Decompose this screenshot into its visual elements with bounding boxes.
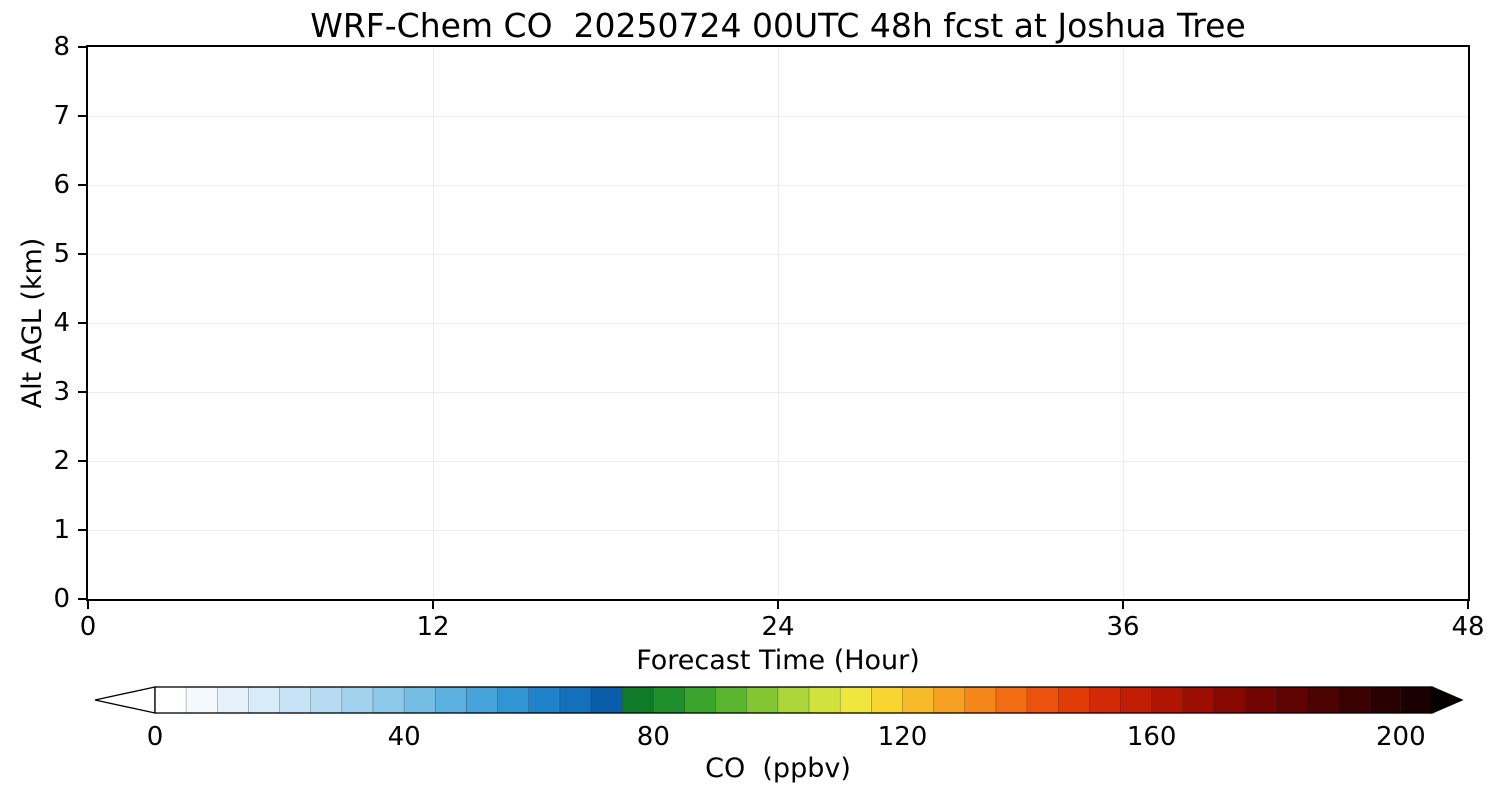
- colorbar-tick-label: 40: [387, 722, 421, 752]
- colorbar-segment: [185, 686, 218, 714]
- gridline-horizontal: [88, 115, 1468, 117]
- colorbar-segment: [310, 686, 343, 714]
- y-tick-mark: [78, 529, 86, 531]
- colorbar-tick-label: 160: [1126, 722, 1177, 752]
- colorbar-segment: [1089, 686, 1121, 714]
- y-tick-mark: [78, 391, 86, 393]
- colorbar: [94, 686, 1464, 714]
- y-tick-label: 6: [53, 170, 70, 200]
- colorbar-segment: [1120, 686, 1152, 714]
- colorbar-segment: [777, 686, 810, 714]
- y-tick-label: 1: [53, 515, 70, 545]
- colorbar-segment: [372, 686, 405, 714]
- colorbar-segment: [653, 686, 685, 714]
- colorbar-segment: [590, 686, 623, 714]
- colorbar-segment: [715, 686, 748, 714]
- y-tick-mark: [78, 115, 86, 117]
- colorbar-segment: [684, 686, 716, 714]
- colorbar-segment: [871, 686, 903, 714]
- colorbar-segment: [1369, 686, 1402, 714]
- y-tick-mark: [78, 184, 86, 186]
- colorbar-over-arrow: [1431, 686, 1464, 714]
- colorbar-segment: [995, 686, 1028, 714]
- gridline-horizontal: [88, 460, 1468, 462]
- y-tick-label: 7: [53, 101, 70, 131]
- colorbar-segment: [466, 686, 498, 714]
- colorbar-segment: [1307, 686, 1339, 714]
- colorbar-segment: [341, 686, 374, 714]
- colorbar-segment: [808, 686, 841, 714]
- chart-title: WRF-Chem CO 20250724 00UTC 48h fcst at J…: [310, 6, 1246, 45]
- colorbar-tick-label: 0: [146, 722, 164, 752]
- gridline-horizontal: [88, 391, 1468, 393]
- y-tick-mark: [78, 253, 86, 255]
- x-tick-label: 12: [416, 612, 450, 642]
- colorbar-segment: [1338, 686, 1370, 714]
- colorbar-segment: [497, 686, 530, 714]
- gridline-horizontal: [88, 253, 1468, 255]
- colorbar-tick-label: 120: [877, 722, 928, 752]
- colorbar-segment: [1213, 686, 1246, 714]
- colorbar-segment: [902, 686, 934, 714]
- gridline-horizontal: [88, 529, 1468, 531]
- x-tick-label: 24: [761, 612, 795, 642]
- colorbar-label: CO (ppbv): [705, 753, 851, 784]
- y-tick-mark: [78, 46, 86, 48]
- y-tick-mark: [78, 598, 86, 600]
- colorbar-segment: [839, 686, 872, 714]
- colorbar-segment: [964, 686, 997, 714]
- colorbar-under-arrow: [94, 686, 156, 714]
- x-tick-mark: [1122, 601, 1124, 609]
- colorbar-segment: [154, 686, 187, 714]
- x-tick-mark: [432, 601, 434, 609]
- colorbar-segment: [1151, 686, 1184, 714]
- y-tick-label: 8: [53, 32, 70, 62]
- x-axis-label: Forecast Time (Hour): [636, 645, 920, 676]
- colorbar-segment: [248, 686, 280, 714]
- x-tick-label: 36: [1106, 612, 1140, 642]
- colorbar-segment: [528, 686, 561, 714]
- colorbar-segment: [217, 686, 249, 714]
- colorbar-tick-label: 80: [636, 722, 670, 752]
- colorbar-segment: [403, 686, 436, 714]
- gridline-horizontal: [88, 184, 1468, 186]
- y-tick-mark: [78, 460, 86, 462]
- colorbar-tick-label: 200: [1376, 722, 1426, 752]
- colorbar-segment: [933, 686, 966, 714]
- x-tick-label: 48: [1451, 612, 1485, 642]
- colorbar-segment: [1057, 686, 1090, 714]
- colorbar-segment: [559, 686, 592, 714]
- y-tick-label: 5: [53, 239, 70, 269]
- colorbar-segment: [746, 686, 779, 714]
- gridline-horizontal: [88, 322, 1468, 324]
- y-tick-mark: [78, 322, 86, 324]
- x-tick-label: 0: [79, 612, 97, 642]
- colorbar-segment: [621, 686, 654, 714]
- colorbar-segment: [279, 686, 311, 714]
- x-tick-mark: [87, 601, 89, 609]
- y-tick-label: 2: [53, 446, 70, 476]
- y-tick-label: 0: [53, 584, 70, 614]
- y-tick-label: 3: [53, 377, 70, 407]
- colorbar-segment: [435, 686, 467, 714]
- colorbar-segment: [1244, 686, 1277, 714]
- colorbar-segment: [1026, 686, 1059, 714]
- colorbar-segment: [1182, 686, 1215, 714]
- x-tick-mark: [777, 601, 779, 609]
- x-tick-mark: [1467, 601, 1469, 609]
- y-tick-label: 4: [53, 308, 70, 338]
- colorbar-segment: [1276, 686, 1308, 714]
- colorbar-segment: [1400, 686, 1433, 714]
